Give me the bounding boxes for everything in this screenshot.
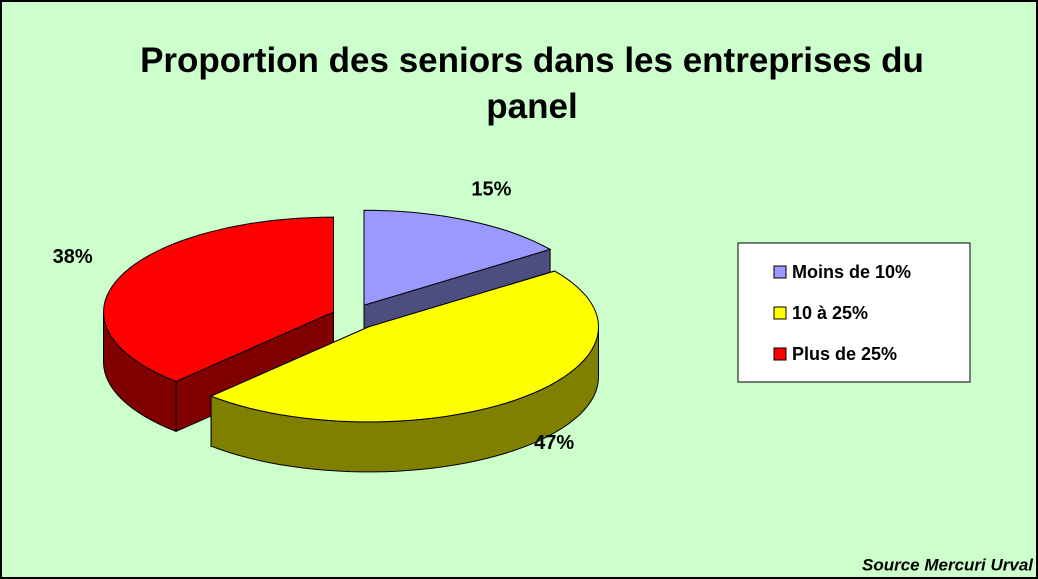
data-label: 38% <box>53 246 93 268</box>
slice-top <box>103 216 334 382</box>
slice-top <box>209 270 600 423</box>
legend-label: 10 à 25% <box>792 303 868 323</box>
pie-slice <box>209 270 600 473</box>
source-note: Source Mercuri Urval <box>862 555 1034 574</box>
legend-swatch <box>773 306 787 320</box>
data-label: 47% <box>534 432 574 454</box>
slice-top <box>363 209 552 306</box>
legend-swatch <box>773 265 787 279</box>
data-label: 15% <box>471 178 511 200</box>
chart-title: Proportion des seniors dans les entrepri… <box>140 41 924 126</box>
legend-label: Plus de 25% <box>792 344 897 364</box>
legend-label: Moins de 10% <box>792 262 911 282</box>
legend-swatch <box>773 347 787 361</box>
